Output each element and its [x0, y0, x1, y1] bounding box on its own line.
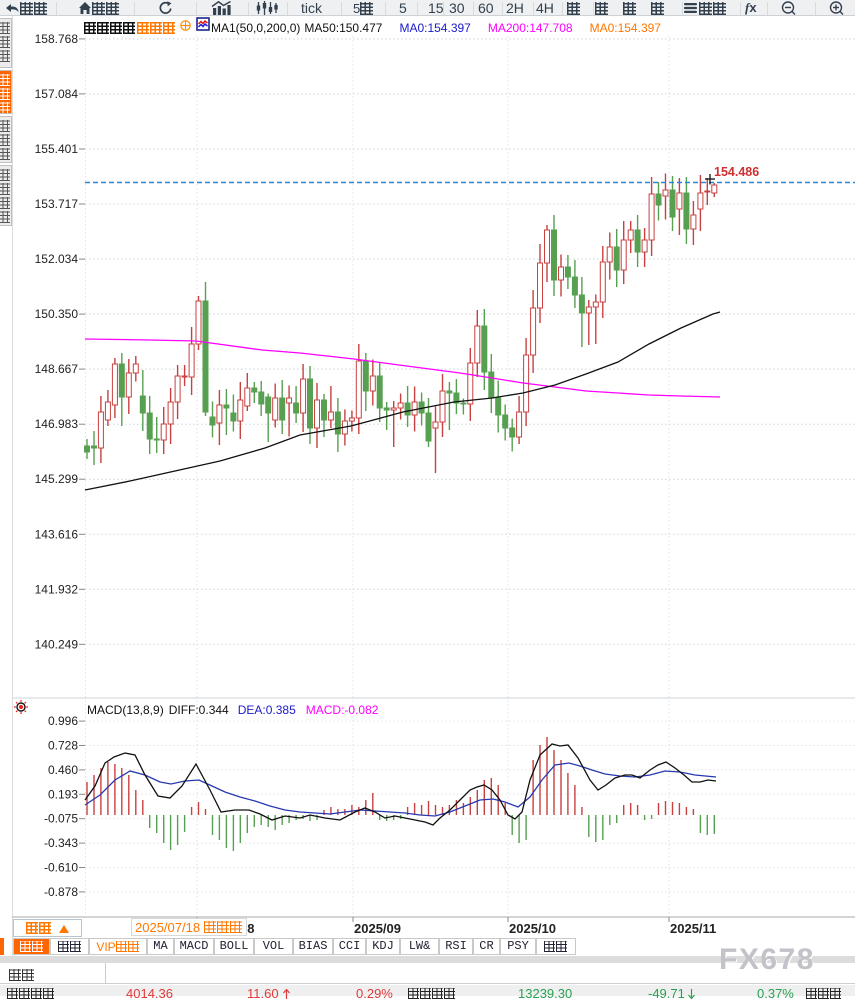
- svg-text:153.717: 153.717: [35, 197, 79, 211]
- svg-text:148.667: 148.667: [35, 362, 79, 376]
- svg-text:-0.075: -0.075: [44, 812, 78, 826]
- svg-text:154.486: 154.486: [714, 165, 759, 179]
- svg-text:155.401: 155.401: [35, 142, 79, 156]
- svg-text:145.299: 145.299: [35, 472, 79, 486]
- svg-text:-0.610: -0.610: [44, 861, 78, 875]
- svg-text:-0.878: -0.878: [44, 885, 78, 899]
- svg-text:141.932: 141.932: [35, 582, 79, 596]
- svg-text:0.193: 0.193: [48, 787, 78, 801]
- svg-text:140.249: 140.249: [35, 637, 79, 651]
- svg-text:152.034: 152.034: [35, 252, 79, 266]
- svg-text:0.728: 0.728: [48, 739, 78, 753]
- svg-text:-0.343: -0.343: [44, 836, 78, 850]
- svg-text:150.350: 150.350: [35, 307, 79, 321]
- svg-text:0.996: 0.996: [48, 714, 78, 728]
- svg-text:143.616: 143.616: [35, 527, 79, 541]
- svg-text:0.460: 0.460: [48, 763, 78, 777]
- svg-text:157.084: 157.084: [35, 87, 79, 101]
- svg-text:146.983: 146.983: [35, 417, 79, 431]
- svg-text:158.768: 158.768: [35, 32, 79, 46]
